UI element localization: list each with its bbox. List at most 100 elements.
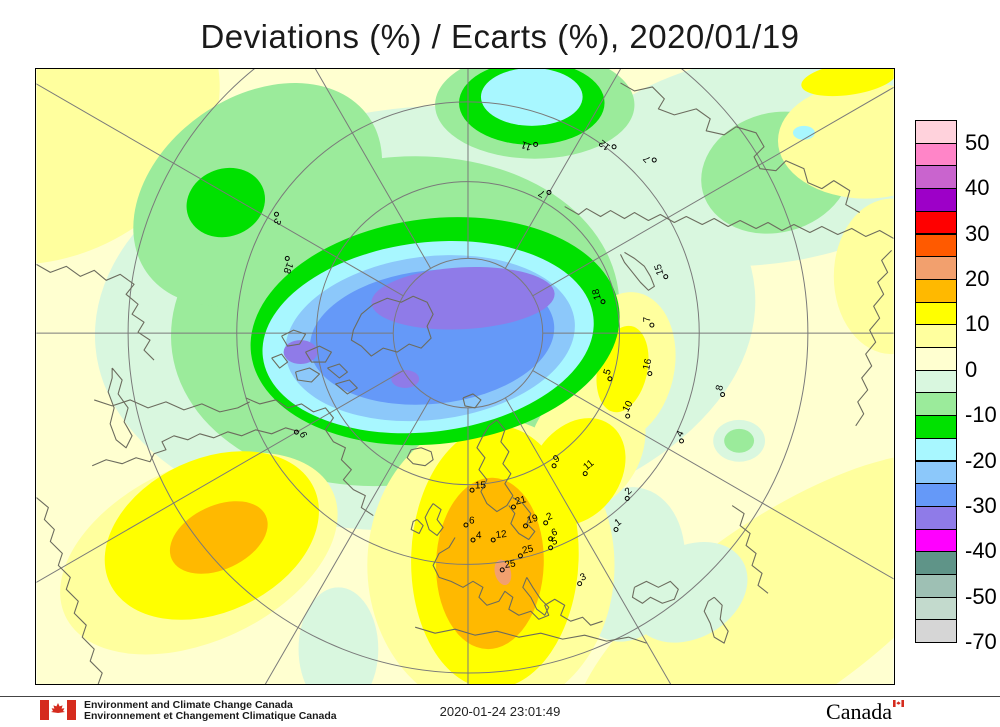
svg-text:10: 10 — [621, 399, 636, 414]
svg-text:21: 21 — [514, 494, 528, 508]
contour-region — [169, 501, 268, 574]
station-value: 15 — [653, 262, 669, 280]
agency-signature: Environment and Climate Change Canada En… — [40, 700, 337, 722]
org-name-fr: Environnement et Changement Climatique C… — [84, 710, 337, 722]
color-scale-box — [915, 460, 957, 485]
color-scale-box — [915, 528, 957, 553]
color-scale-tick-label: -70 — [965, 629, 997, 655]
svg-text:12: 12 — [495, 529, 508, 541]
svg-text:25: 25 — [521, 543, 535, 556]
svg-text:7: 7 — [536, 187, 547, 200]
color-scale-box — [915, 210, 957, 235]
color-scale-box — [915, 278, 957, 303]
color-scale-box — [915, 483, 957, 507]
color-scale-tick-label: 0 — [965, 356, 978, 382]
contour-region — [480, 69, 583, 126]
svg-text:11: 11 — [519, 138, 533, 152]
color-scale-box — [915, 165, 957, 190]
station-value: 6 — [293, 429, 310, 441]
color-scale-box — [915, 347, 957, 371]
color-scale-box — [915, 188, 957, 212]
contour-region — [572, 453, 894, 684]
svg-text:3: 3 — [270, 216, 283, 227]
color-scale-box — [915, 415, 957, 439]
color-scale-tick-label: 30 — [965, 220, 990, 246]
station-value: 6 — [548, 527, 560, 542]
station-value: 6 — [463, 516, 475, 528]
contour-region — [186, 167, 265, 238]
svg-text:19: 19 — [526, 513, 540, 527]
svg-text:6: 6 — [297, 430, 310, 441]
svg-text:15: 15 — [475, 480, 487, 491]
contour-region — [801, 69, 894, 97]
station-value: 5 — [602, 367, 614, 382]
contour-region — [792, 125, 815, 140]
color-scale-box — [915, 392, 957, 417]
station-value: 1 — [613, 517, 624, 532]
color-scale-box — [915, 596, 957, 621]
svg-text:6: 6 — [469, 516, 475, 527]
color-scale-tick-label: -10 — [965, 402, 997, 428]
color-scale-box — [915, 233, 957, 258]
station-value: 8 — [714, 384, 726, 398]
svg-text:15: 15 — [653, 262, 667, 276]
footer-banner: Environment and Climate Change Canada En… — [0, 696, 1000, 727]
svg-text:1: 1 — [613, 517, 624, 529]
canada-flag-icon — [40, 700, 76, 720]
svg-text:7: 7 — [641, 152, 653, 164]
color-scale-tick-label: -50 — [965, 583, 997, 609]
color-scale-box — [915, 142, 957, 167]
contour-region — [724, 428, 755, 453]
color-scale-tick-label: -30 — [965, 492, 997, 518]
svg-text:3: 3 — [579, 571, 589, 583]
svg-text:2: 2 — [545, 511, 555, 523]
station-value: 2 — [623, 485, 635, 501]
station-value: 9 — [551, 453, 562, 469]
contour-region — [298, 587, 379, 684]
svg-text:7: 7 — [642, 316, 653, 322]
svg-text:4: 4 — [674, 429, 687, 439]
canada-wordmark-text: Canada — [826, 699, 892, 724]
color-scale-box — [915, 437, 957, 462]
graticule — [36, 69, 894, 684]
color-scale-tick-label: -40 — [965, 538, 997, 564]
svg-text:2: 2 — [623, 485, 635, 497]
map-panel: 11 12 7 7 3 18 15 18 7 16 5 10 8 4 6 2 11 9 15 21 19 12 25 25 2 6… — [35, 68, 895, 685]
station-value: 25 — [499, 558, 517, 573]
station-value: 3 — [270, 211, 283, 227]
svg-text:6: 6 — [550, 527, 560, 539]
station-value: 21 — [510, 494, 528, 510]
color-scale-box — [915, 619, 957, 644]
color-scale-tick-label: -20 — [965, 447, 997, 473]
color-scale-box — [915, 301, 957, 326]
station-value: 18 — [280, 255, 295, 276]
station-value: 15 — [469, 480, 487, 493]
station-value: 19 — [523, 513, 540, 529]
svg-text:5: 5 — [602, 367, 614, 376]
color-scale-box — [915, 369, 957, 394]
svg-text:4: 4 — [476, 530, 482, 541]
station-value: 25 — [517, 543, 535, 559]
color-scale-tick-label: 50 — [965, 129, 990, 155]
station-value: 12 — [490, 529, 508, 543]
color-scale-box — [915, 120, 957, 144]
svg-text:8: 8 — [714, 384, 726, 392]
contour-region — [371, 267, 555, 330]
svg-text:18: 18 — [280, 261, 295, 276]
station-value: 4 — [674, 429, 687, 444]
station-value: 11 — [519, 138, 539, 152]
station-value: 7 — [642, 316, 655, 328]
org-name-en: Environment and Climate Change Canada — [84, 699, 293, 711]
station-value: 3 — [577, 571, 589, 587]
color-scale-box — [915, 551, 957, 575]
contour-region — [36, 69, 220, 265]
coastlines — [36, 82, 894, 684]
station-value: 4 — [470, 530, 482, 543]
color-scale-box — [915, 505, 957, 530]
color-scale-box — [915, 256, 957, 280]
generation-timestamp: 2020-01-24 23:01:49 — [439, 704, 561, 719]
canada-wordmark: Canada — [826, 699, 904, 725]
